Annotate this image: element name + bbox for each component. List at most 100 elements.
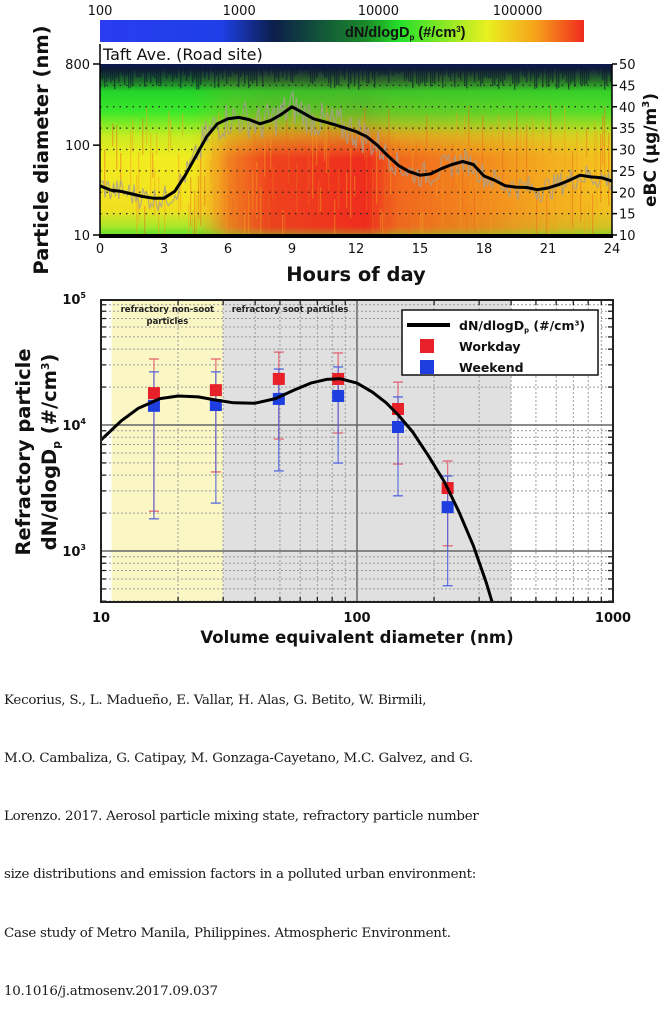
heatmap-y-tick-label: 800 (65, 58, 90, 73)
heatmap-stripe (458, 64, 460, 78)
heatmap-stripe (498, 114, 500, 154)
heatmap-stripe (232, 197, 234, 220)
heatmap-stripe (388, 64, 390, 84)
heatmap-stripe (522, 203, 524, 235)
heatmap-stripe (436, 177, 438, 198)
heatmap-stripe (362, 64, 364, 81)
ebc-mean-line (99, 105, 613, 200)
heatmap-stripe (354, 64, 356, 85)
heatmap-stripe (190, 64, 192, 71)
heatmap-stripe (576, 64, 578, 69)
heatmap-x-tick-label: 9 (288, 242, 296, 257)
heatmap-stripe (338, 64, 340, 86)
heatmap-stripe (150, 133, 152, 211)
colorbar-tick-label: 10000 (358, 4, 399, 19)
heatmap-stripe (558, 64, 560, 88)
size-distribution-panel: refractory non-soot particles refractory s… (12, 291, 631, 647)
heatmap-stripe (238, 64, 240, 88)
heatmap-stripe (496, 64, 498, 79)
heatmap-stripe (440, 64, 442, 75)
heatmap-stripe (140, 64, 142, 78)
heatmap-stripe (476, 159, 478, 228)
heatmap-stripe (346, 64, 348, 69)
heatmap-stripe (412, 131, 414, 181)
heatmap-stripe (180, 174, 182, 211)
heatmap-stripe (326, 64, 328, 78)
heatmap-stripe (400, 64, 402, 72)
heatmap-stripe (276, 64, 278, 79)
weekend-marker (392, 421, 405, 434)
heatmap-stripe (314, 64, 316, 82)
heatmap-y2-tick-label: 35 (619, 122, 636, 137)
heatmap-stripe (318, 180, 320, 213)
heatmap-stripe (554, 188, 556, 235)
heatmap-y-tick-label: 10 (73, 229, 90, 244)
heatmap-stripe (126, 64, 128, 76)
heatmap-stripe (256, 161, 258, 219)
heatmap-stripe (390, 64, 392, 71)
heatmap-stripe (320, 64, 322, 71)
heatmap-stripe (474, 188, 476, 235)
heatmap-stripe (514, 64, 516, 90)
heatmap-stripe (212, 64, 214, 73)
heatmap-stripe (242, 64, 244, 73)
heatmap-stripe (464, 114, 466, 179)
heatmap-stripe (208, 64, 210, 80)
heatmap-stripe (232, 64, 234, 71)
heatmap-stripe (230, 64, 232, 77)
heatmap-x-tick-label: 24 (604, 242, 621, 257)
heatmap-stripe (184, 64, 186, 75)
heatmap-stripe (516, 110, 518, 184)
citation-line: Case study of Metro Manila, Philippines.… (4, 925, 451, 941)
heatmap-stripe (292, 64, 294, 83)
heatmap-stripe (152, 152, 154, 178)
heatmap-stripe (138, 64, 140, 78)
region-label: particles (146, 317, 188, 327)
heatmap-stripe (376, 64, 378, 72)
colorbar-label: dN/dlogDp (#/cm3) (345, 25, 466, 42)
heatmap-stripe (272, 166, 274, 200)
heatmap-stripe (342, 64, 344, 77)
heatmap-stripe (286, 106, 288, 145)
heatmap-stripe (526, 124, 528, 184)
heatmap-stripe (170, 119, 172, 149)
heatmap-stripe (118, 64, 120, 83)
heatmap-stripe (406, 64, 408, 80)
heatmap-stripe (282, 64, 284, 78)
heatmap-stripe (582, 64, 584, 85)
heatmap-stripe (594, 64, 596, 70)
heatmap-stripe (296, 162, 298, 215)
heatmap-stripe (332, 64, 334, 75)
heatmap-stripe (596, 130, 598, 208)
heatmap-stripe (166, 64, 168, 79)
heatmap-stripe (602, 64, 604, 81)
heatmap-stripe (186, 64, 188, 82)
heatmap-stripe (328, 113, 330, 192)
heatmap-x-tick-label: 21 (540, 242, 557, 257)
heatmap-stripe (426, 114, 428, 148)
heatmap-stripe (434, 64, 436, 85)
heatmap-stripe (382, 64, 384, 75)
heatmap-stripe (196, 195, 198, 235)
x-tick-label: 10 (92, 611, 110, 626)
heatmap-stripe (390, 152, 392, 196)
heatmap-stripe (382, 212, 384, 235)
heatmap-stripe (248, 190, 250, 235)
heatmap-stripe (570, 64, 572, 84)
weekend-marker (441, 501, 454, 514)
heatmap-stripe (420, 211, 422, 233)
heatmap-stripe (532, 64, 534, 74)
heatmap-stripe (350, 64, 352, 84)
heatmap-stripe (256, 64, 258, 85)
heatmap-stripe (310, 64, 312, 83)
region-label: refractory soot particles (232, 305, 349, 315)
heatmap-stripe (462, 149, 464, 218)
heatmap-stripe (514, 211, 516, 235)
heatmap-stripe (412, 64, 414, 89)
heatmap-stripe (120, 64, 122, 72)
heatmap-stripe (550, 64, 552, 80)
heatmap-stripe (540, 64, 542, 73)
heatmap-stripe (354, 175, 356, 197)
heatmap-stripe (200, 64, 202, 86)
heatmap-stripe (168, 111, 170, 153)
